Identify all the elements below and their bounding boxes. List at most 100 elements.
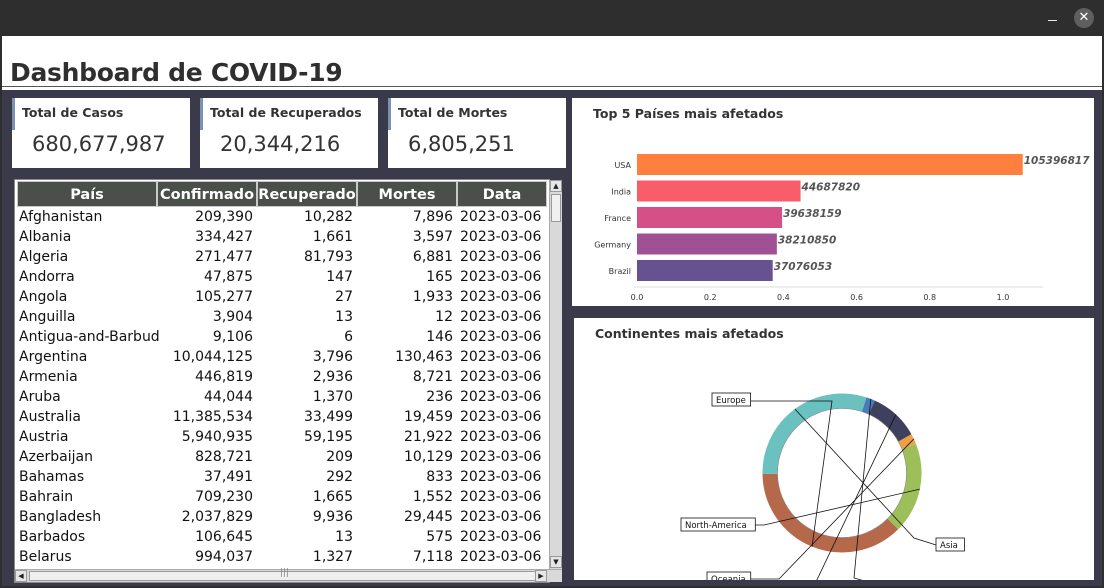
table-cell-recuperado: 1,327 [312, 549, 353, 565]
leader-line [816, 414, 897, 580]
table-cell-recuperado: 10,282 [304, 209, 353, 225]
table-cell-mortes: 3,597 [412, 229, 453, 245]
table-cell-confirmado: 37,491 [204, 469, 253, 485]
kpi-total-deaths: Total de Mortes 6,805,251 [388, 98, 566, 168]
table-row[interactable]: Anguilla 3,904 13 12 2023-03-06 [17, 307, 547, 327]
table-cell-data: 2023-03-06 [460, 309, 542, 325]
bar-usa [637, 154, 1023, 175]
table-row[interactable]: Armenia 446,819 2,936 8,721 2023-03-06 [17, 367, 547, 387]
kpi-label: Total de Mortes [398, 105, 508, 120]
legend-label-box [935, 537, 965, 552]
table-row[interactable]: Angola 105,277 27 1,933 2023-03-06 [17, 287, 547, 307]
table-cell-mortes: 8,721 [412, 369, 453, 385]
bar-france [637, 207, 783, 228]
table-cell-pais: Belarus [19, 549, 72, 565]
table-row[interactable]: Antigua-and-Barbud 9,106 6 146 2023-03-06 [17, 327, 547, 347]
table-cell-pais: Bangladesh [19, 509, 102, 525]
legend-label-box [711, 392, 751, 407]
table-cell-data: 2023-03-06 [460, 329, 542, 345]
bar-chart-title: Top 5 Países mais afetados [593, 106, 784, 121]
table-cell-mortes: 165 [426, 269, 453, 285]
scroll-left-icon[interactable]: ◀ [15, 570, 27, 582]
table-cell-confirmado: 10,044,125 [172, 349, 253, 365]
table-row[interactable]: Bahamas 37,491 292 833 2023-03-06 [17, 467, 547, 487]
x-tick-label: 0.8 [923, 293, 936, 302]
x-tick-label: 0.6 [850, 293, 863, 302]
table-cell-mortes: 7,118 [412, 549, 453, 565]
scroll-down-icon[interactable]: ▼ [550, 556, 562, 568]
donut-slice-africa [861, 397, 875, 415]
table-cell-recuperado: 2,936 [312, 369, 353, 385]
table-cell-mortes: 29,445 [404, 509, 453, 525]
kpi-accent [12, 98, 15, 130]
bar-value-label: 39638159 [783, 208, 841, 220]
bar-value-label: 38210850 [778, 235, 836, 247]
table-cell-data: 2023-03-06 [460, 549, 542, 565]
table-cell-confirmado: 3,904 [212, 309, 253, 325]
table-cell-recuperado: 81,793 [304, 249, 353, 265]
legend-label-box [706, 571, 752, 580]
close-button[interactable]: ✕ [1074, 8, 1094, 28]
table-cell-mortes: 6,881 [412, 249, 453, 265]
table-cell-data: 2023-03-06 [460, 229, 542, 245]
table-row[interactable]: Algeria 271,477 81,793 6,881 2023-03-06 [17, 247, 547, 267]
table-cell-confirmado: 271,477 [195, 249, 253, 265]
table-cell-pais: Andorra [19, 269, 75, 285]
table-row[interactable]: Albania 334,427 1,661 3,597 2023-03-06 [17, 227, 547, 247]
table-row[interactable]: Afghanistan 209,390 10,282 7,896 2023-03-06 [17, 207, 547, 227]
table-row[interactable]: Australia 11,385,534 33,499 19,459 2023-03-0… [17, 407, 547, 427]
horizontal-scrollbar[interactable]: ◀ ▶ [15, 568, 562, 582]
table-row[interactable]: Austria 5,940,935 59,195 21,922 2023-03-06 [17, 427, 547, 447]
bar-value-label: 37076053 [774, 261, 832, 273]
table-cell-confirmado: 9,106 [212, 329, 253, 345]
table-cell-pais: Albania [19, 229, 72, 245]
horizontal-scroll-thumb[interactable] [29, 568, 547, 581]
table-cell-data: 2023-03-06 [460, 429, 542, 445]
bar-value-label: 44687820 [801, 182, 860, 194]
table-cell-pais: Barbados [19, 529, 86, 545]
top5-chart-panel: Top 5 Países mais afetados USA 105396817 I… [572, 98, 1094, 306]
dashboard: Dashboard de COVID-19 Total de Casos 680… [2, 36, 1102, 586]
x-tick-label: 1.0 [997, 293, 1010, 302]
bar-category-label: France [604, 214, 631, 223]
continents-chart-panel: Continentes mais afetados EuropeAsiaAfri… [574, 318, 1094, 580]
kpi-value: 20,344,216 [220, 132, 341, 156]
table-row[interactable]: Bangladesh 2,037,829 9,936 29,445 2023-03-06 [17, 507, 547, 527]
table-cell-pais: Australia [19, 409, 81, 425]
table-cell-data: 2023-03-06 [460, 529, 542, 545]
table-row[interactable]: Bahrain 709,230 1,665 1,552 2023-03-06 [17, 487, 547, 507]
table-cell-confirmado: 209,390 [195, 209, 253, 225]
column-header-recuperado[interactable]: Recuperado [257, 181, 357, 207]
table-row[interactable]: Andorra 47,875 147 165 2023-03-06 [17, 267, 547, 287]
minimize-button[interactable] [1046, 10, 1060, 24]
countries-table: País Confirmado Recuperado Mortes Data A… [14, 179, 562, 583]
scroll-up-icon[interactable]: ▲ [550, 180, 562, 192]
table-cell-pais: Algeria [19, 249, 69, 265]
column-header-pais[interactable]: País [17, 181, 157, 207]
table-cell-confirmado: 11,385,534 [172, 409, 253, 425]
bar-chart: USA 105396817 India 44687820 France 39638159 G… [594, 154, 1090, 302]
table-row[interactable]: Argentina 10,044,125 3,796 130,463 2023-03-0… [17, 347, 547, 367]
column-header-mortes[interactable]: Mortes [357, 181, 457, 207]
table-cell-pais: Bahrain [19, 489, 74, 505]
table-cell-mortes: 12 [435, 309, 453, 325]
kpi-accent [200, 98, 203, 130]
table-row[interactable]: Azerbaijan 828,721 209 10,129 2023-03-06 [17, 447, 547, 467]
vertical-scroll-thumb[interactable] [551, 194, 561, 222]
donut-slice-south-america [868, 400, 912, 442]
table-cell-data: 2023-03-06 [460, 249, 542, 265]
table-cell-pais: Argentina [19, 349, 88, 365]
table-cell-recuperado: 1,665 [312, 489, 353, 505]
x-tick-label: 0.4 [777, 293, 790, 302]
table-row[interactable]: Belarus 994,037 1,327 7,118 2023-03-06 [17, 547, 547, 567]
vertical-scrollbar[interactable]: ▲ ▼ [549, 180, 562, 569]
column-header-confirmado[interactable]: Confirmado [157, 181, 257, 207]
donut-inner-edge [777, 408, 907, 538]
table-cell-data: 2023-03-06 [460, 409, 542, 425]
column-header-data[interactable]: Data [457, 181, 547, 207]
scroll-right-icon[interactable]: ▶ [535, 570, 547, 582]
table-row[interactable]: Barbados 106,645 13 575 2023-03-06 [17, 527, 547, 547]
slice-label: North-America [685, 521, 747, 531]
table-row[interactable]: Aruba 44,044 1,370 236 2023-03-06 [17, 387, 547, 407]
